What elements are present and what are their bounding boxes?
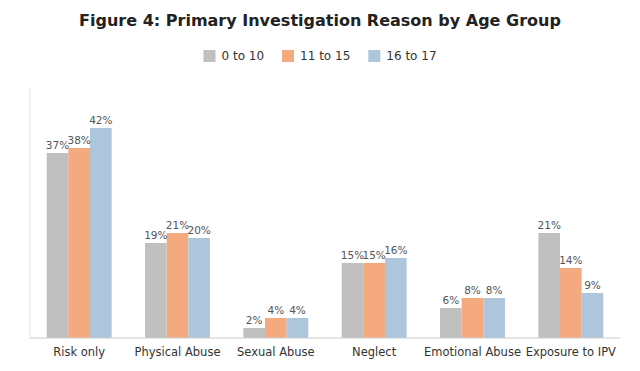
y-axis [30,88,31,338]
bar [167,233,189,338]
bar [265,318,287,338]
bar [188,238,210,338]
legend-label: 11 to 15 [300,49,350,63]
data-label: 15% [341,249,364,261]
data-label: 20% [187,224,210,236]
bars [47,128,604,338]
legend: 0 to 10 11 to 15 16 to 17 [203,49,436,63]
bar [538,233,560,338]
bar [363,263,385,338]
x-tick-label: Emotional Abuse [424,345,521,359]
x-axis [30,338,620,339]
chart-container: Figure 4: Primary Investigation Reason b… [0,0,640,371]
data-label: 38% [67,134,90,146]
data-label: 4% [289,304,306,316]
bar [145,243,167,338]
bar [47,153,69,338]
legend-item: 16 to 17 [368,49,436,63]
x-tick-label: Sexual Abuse [237,345,315,359]
data-label: 8% [464,284,481,296]
bar [582,293,604,338]
data-label: 6% [443,294,460,306]
chart-svg: Figure 4: Primary Investigation Reason b… [0,0,640,371]
legend-item: 0 to 10 [203,49,264,63]
data-label: 2% [246,314,263,326]
bar [560,268,582,338]
bar [90,128,112,338]
data-label: 8% [486,284,503,296]
x-tick-label: Neglect [352,345,397,359]
data-labels: 37% 19% 2% 15% 6% 21% 38% 21% 4% 15% 8% 14% 42% 20% 4%… [46,114,601,326]
bar [440,308,462,338]
data-label: 21% [166,219,189,231]
x-tick-label: Physical Abuse [135,345,221,359]
bar [483,298,505,338]
data-label: 15% [362,249,385,261]
data-label: 42% [89,114,112,126]
legend-item: 11 to 15 [282,49,350,63]
legend-swatch [368,50,380,62]
data-label: 9% [584,279,601,291]
bar [385,258,407,338]
bar [462,298,484,338]
data-label: 21% [538,219,561,231]
legend-swatch [282,50,294,62]
x-tick-label: Risk only [53,345,105,359]
legend-label: 0 to 10 [221,49,264,63]
data-label: 14% [559,254,582,266]
data-label: 4% [267,304,284,316]
bar [287,318,309,338]
bar [243,328,265,338]
bar [342,263,364,338]
data-label: 37% [46,139,69,151]
data-label: 16% [384,244,407,256]
chart-title: Figure 4: Primary Investigation Reason b… [79,11,561,30]
legend-label: 16 to 17 [386,49,436,63]
data-label: 19% [144,229,167,241]
legend-swatch [203,50,215,62]
bar [68,148,90,338]
x-tick-label: Exposure to IPV [526,345,616,359]
